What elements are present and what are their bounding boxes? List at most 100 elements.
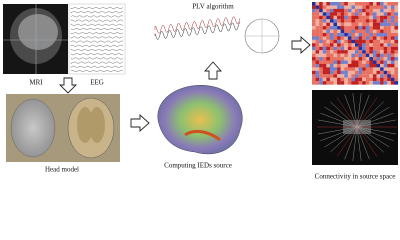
matrix-cell: [394, 29, 399, 34]
matrix-cell: [365, 2, 370, 6]
matrix-cell: [372, 12, 377, 16]
matrix-cell: [383, 67, 388, 71]
connection-line: [356, 112, 394, 128]
matrix-cell: [394, 2, 399, 6]
matrix-cell: [312, 70, 316, 75]
eeg-trace: [70, 15, 124, 18]
matrix-cell: [387, 81, 391, 85]
matrix-cell: [337, 8, 341, 13]
matrix-cell: [337, 81, 341, 85]
matrix-cell: [369, 15, 374, 20]
matrix-cell: [369, 29, 374, 34]
matrix-cell: [312, 12, 316, 16]
connection-line: [356, 126, 378, 157]
matrix-cell: [390, 19, 395, 23]
matrix-cell: [347, 50, 352, 54]
matrix-cell: [344, 26, 348, 30]
matrix-cell: [351, 12, 356, 16]
connection-line: [317, 119, 358, 128]
matrix-cell: [351, 39, 356, 44]
matrix-cell: [340, 32, 345, 37]
matrix-cell: [337, 26, 341, 30]
matrix-cell: [390, 12, 395, 16]
matrix-cell: [372, 60, 377, 65]
matrix-cell: [390, 74, 395, 78]
matrix-cell: [340, 77, 345, 82]
matrix-cell: [340, 67, 345, 71]
matrix-cell: [329, 81, 334, 85]
matrix-cell: [347, 67, 352, 71]
matrix-cell: [333, 81, 338, 85]
matrix-cell: [315, 26, 320, 30]
matrix-cell: [369, 50, 374, 54]
matrix-cell: [347, 8, 352, 13]
matrix-cell: [383, 5, 388, 9]
matrix-cell: [394, 60, 399, 65]
matrix-cell: [322, 74, 327, 78]
matrix-cell: [383, 46, 388, 51]
matrix-cell: [376, 46, 381, 51]
matrix-cell: [329, 32, 334, 37]
matrix-cell: [358, 5, 363, 9]
matrix-cell: [376, 26, 381, 30]
matrix-cell: [337, 19, 341, 23]
matrix-cell: [329, 77, 334, 82]
matrix-cell: [315, 22, 320, 27]
matrix-cell: [337, 29, 341, 34]
matrix-cell: [355, 67, 359, 71]
matrix-cell: [372, 19, 377, 23]
matrix-cell: [372, 46, 377, 51]
matrix-cell: [362, 8, 366, 13]
matrix-cell: [362, 22, 366, 27]
plv-title: PLV algorithm: [192, 3, 234, 11]
matrix-cell: [329, 57, 334, 61]
matrix-cell: [380, 43, 384, 47]
matrix-cell: [337, 22, 341, 27]
matrix-cell: [387, 57, 391, 61]
matrix-cell: [369, 77, 374, 82]
matrix-cell: [376, 63, 381, 68]
matrix-cell: [365, 19, 370, 23]
matrix-cell: [390, 60, 395, 65]
matrix-cell: [351, 26, 356, 30]
matrix-cell: [337, 74, 341, 78]
matrix-cell: [358, 46, 363, 51]
matrix-cell: [380, 57, 384, 61]
matrix-cell: [326, 15, 331, 20]
matrix-cell: [358, 53, 363, 58]
matrix-cell: [355, 53, 359, 58]
matrix-cell: [333, 32, 338, 37]
matrix-cell: [347, 74, 352, 78]
matrix-cell: [394, 26, 399, 30]
matrix-cell: [319, 70, 323, 75]
matrix-cell: [337, 39, 341, 44]
matrix-cell: [340, 63, 345, 68]
matrix-cell: [344, 77, 348, 82]
matrix-cell: [355, 8, 359, 13]
connection-line: [356, 126, 397, 135]
matrix-cell: [362, 32, 366, 37]
matrix-cell: [347, 15, 352, 20]
matrix-cell: [329, 43, 334, 47]
matrix-cell: [344, 60, 348, 65]
matrix-cell: [365, 67, 370, 71]
matrix-cell: [376, 39, 381, 44]
eeg-trace: [70, 11, 124, 14]
connection-line: [320, 112, 358, 128]
matrix-cell: [344, 81, 348, 85]
matrix-cell: [319, 81, 323, 85]
matrix-cell: [322, 60, 327, 65]
matrix-cell: [347, 2, 352, 6]
matrix-cell: [329, 5, 334, 9]
connection-line: [330, 126, 358, 153]
matrix-cell: [362, 74, 366, 78]
matrix-cell: [376, 2, 381, 6]
matrix-cell: [365, 46, 370, 51]
matrix-cell: [322, 26, 327, 30]
matrix-cell: [322, 36, 327, 40]
matrix-cell: [369, 2, 374, 6]
matrix-cell: [362, 46, 366, 51]
matrix-cell: [322, 67, 327, 71]
matrix-cell: [394, 36, 399, 40]
matrix-cell: [387, 2, 391, 6]
